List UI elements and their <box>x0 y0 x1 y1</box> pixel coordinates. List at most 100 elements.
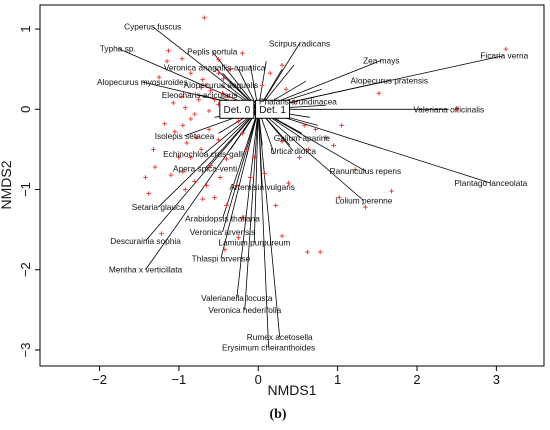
site-point <box>503 46 509 52</box>
site-point <box>234 183 240 188</box>
species-vector <box>244 109 259 310</box>
site-point <box>184 140 190 146</box>
site-point <box>286 180 291 186</box>
site-point <box>220 90 225 96</box>
species-label: Typha sp. <box>100 43 136 53</box>
site-point <box>206 108 212 114</box>
species-label: Rumex acetosella <box>247 332 313 342</box>
x-tick-label: −2 <box>92 372 107 387</box>
species-label: Artemisia vulgaris <box>229 182 294 192</box>
x-tick-label: −1 <box>171 372 186 387</box>
species-vectors <box>117 26 505 348</box>
species-labels: Cyperus fuscus Typha sp. Peplis portula Sci… <box>97 22 529 353</box>
species-label: Zea mays <box>363 55 399 65</box>
species-label: Erysimum cheiranthoides <box>222 343 315 353</box>
site-point <box>194 135 199 140</box>
site-point <box>196 97 202 102</box>
site-point <box>222 247 228 252</box>
species-label: Apera spica-venti <box>173 164 237 174</box>
site-point <box>200 77 206 82</box>
site-point <box>273 203 279 208</box>
species-vector <box>145 109 259 242</box>
site-point <box>283 86 289 92</box>
species-label: Plantago lanceolata <box>454 178 527 188</box>
species-vector <box>222 109 259 233</box>
species-label: Isolepis setacea <box>155 131 215 141</box>
site-point <box>206 127 212 132</box>
site-point <box>198 85 204 90</box>
species-label: Eleocharis acicularis <box>162 90 238 100</box>
site-point <box>166 48 171 54</box>
minor-species-vector <box>238 69 259 110</box>
site-point <box>363 204 368 210</box>
plot-frame <box>39 4 545 367</box>
site-points <box>143 15 509 255</box>
site-point <box>221 76 226 82</box>
site-point <box>352 167 358 172</box>
site-point <box>188 116 194 122</box>
y-tick-label: 1 <box>18 25 33 32</box>
site-point <box>291 98 297 104</box>
species-vector <box>211 51 259 110</box>
x-tick-label: 3 <box>493 372 500 387</box>
svg-text:Det. 0: Det. 0 <box>223 105 250 116</box>
site-point <box>236 119 241 124</box>
site-point <box>454 106 459 112</box>
centroid-label: Det. 0 <box>219 99 255 119</box>
site-point <box>208 88 213 94</box>
site-point <box>188 155 194 160</box>
species-label: Valerianella locusta <box>201 293 273 303</box>
site-point <box>259 82 265 88</box>
site-point <box>200 196 206 202</box>
x-tick-label: 1 <box>334 372 341 387</box>
site-point <box>240 50 245 56</box>
species-label: Lolium perenne <box>335 196 393 206</box>
site-point <box>244 147 249 152</box>
species-vector <box>257 109 269 348</box>
site-point <box>251 155 257 160</box>
species-label: Ficaria verna <box>480 51 528 61</box>
site-point <box>224 156 229 162</box>
site-point <box>323 135 329 140</box>
species-vector <box>222 109 259 219</box>
site-point <box>339 123 344 128</box>
site-point <box>192 111 198 117</box>
site-point <box>240 131 245 136</box>
site-point <box>216 70 221 76</box>
site-point <box>228 66 233 72</box>
y-axis-title: NMDS2 <box>0 160 14 209</box>
site-point <box>305 249 310 255</box>
species-label: Alopecurus myosuroides <box>97 77 188 87</box>
x-axis: −2 −1 0 1 2 3 <box>92 366 500 387</box>
site-point <box>297 155 302 160</box>
species-label: Ranunculus repens <box>330 166 402 176</box>
species-label: Thlaspi arvense <box>192 254 251 264</box>
species-label: Valeriana officinalis <box>413 104 484 114</box>
species-label: Lamium purpureum <box>218 237 290 247</box>
site-point <box>159 231 164 236</box>
x-axis-title: NMDS1 <box>267 382 316 398</box>
species-vector <box>258 108 365 202</box>
site-point <box>182 105 188 110</box>
site-point <box>156 74 162 80</box>
site-point <box>143 175 148 180</box>
species-label: Veronica anagallis-aquatica <box>164 63 266 73</box>
species-vector <box>152 26 259 110</box>
site-point <box>224 203 229 208</box>
panel-caption: (b) <box>269 407 286 422</box>
site-point <box>179 56 185 62</box>
site-point <box>152 164 158 170</box>
site-point <box>204 183 209 188</box>
site-point <box>164 58 170 64</box>
site-point <box>217 175 223 180</box>
site-point <box>336 195 342 200</box>
site-point <box>236 235 241 240</box>
site-point <box>151 147 156 152</box>
site-point <box>171 100 176 106</box>
y-axis: −3 −2 −1 0 1 <box>18 25 40 357</box>
species-label: Veronica arvensis <box>190 227 256 237</box>
site-point <box>201 15 207 21</box>
species-vector <box>236 109 259 298</box>
site-point <box>279 62 285 68</box>
